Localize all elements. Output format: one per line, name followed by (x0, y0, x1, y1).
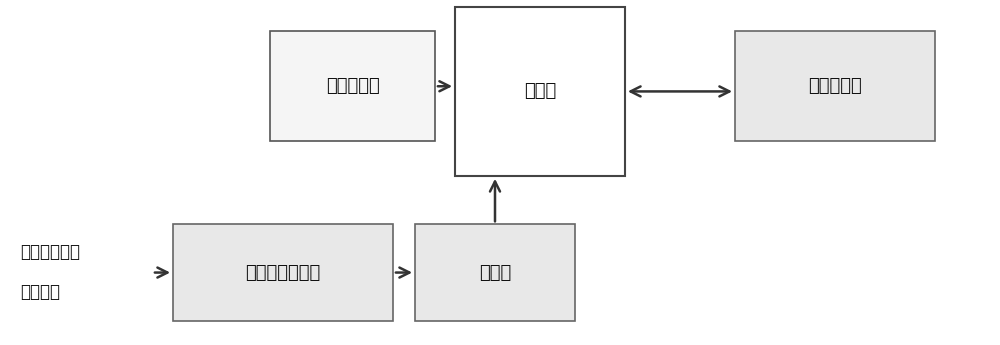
Text: 座椅操纵系统: 座椅操纵系统 (20, 243, 80, 261)
Text: 传感器组件: 传感器组件 (326, 77, 379, 95)
Text: 外部存储器: 外部存储器 (808, 77, 862, 95)
FancyBboxPatch shape (270, 31, 435, 141)
FancyBboxPatch shape (735, 31, 935, 141)
FancyBboxPatch shape (455, 7, 625, 176)
Text: 开伞器: 开伞器 (524, 82, 556, 100)
Text: 热电池: 热电池 (479, 264, 511, 282)
FancyBboxPatch shape (173, 224, 393, 321)
FancyBboxPatch shape (415, 224, 575, 321)
Text: 高压燃气: 高压燃气 (20, 283, 60, 300)
Text: 热电池激活机构: 热电池激活机构 (245, 264, 321, 282)
